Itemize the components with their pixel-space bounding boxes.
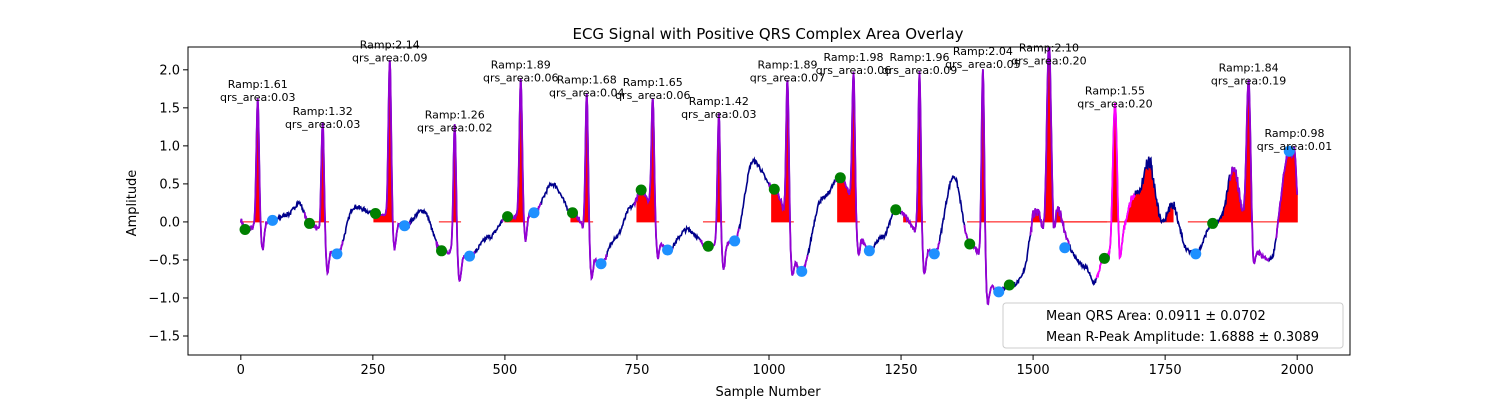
x-tick-label: 1000 xyxy=(752,363,785,378)
y-tick-label: −1.0 xyxy=(148,291,180,306)
qrs-area-fill xyxy=(438,124,462,223)
plot-area: Ramp:1.61qrs_area:0.03Ramp:1.32qrs_area:… xyxy=(220,39,1332,306)
qrs-offset-marker xyxy=(662,244,674,256)
rpeak-amplitude-label: Ramp:1.98 xyxy=(823,51,883,64)
qrs-onset-marker xyxy=(768,183,780,195)
rpeak-amplitude-label: Ramp:0.98 xyxy=(1265,127,1325,140)
qrs-offset-marker xyxy=(863,245,875,257)
rpeak-area-label: qrs_area:0.05 xyxy=(945,58,1020,71)
qrs-offset-marker xyxy=(1283,145,1295,157)
qrs-area-fill xyxy=(967,69,990,223)
rpeak-area-label: qrs_area:0.20 xyxy=(1011,55,1086,68)
qrs-onset-marker xyxy=(702,240,714,252)
rpeak-amplitude-label: Ramp:1.32 xyxy=(293,105,353,118)
rpeak-area-label: qrs_area:0.06 xyxy=(816,64,891,77)
qrs-onset-marker xyxy=(436,245,448,257)
qrs-onset-marker xyxy=(890,204,902,216)
x-tick-label: 1250 xyxy=(884,363,917,378)
rpeak-area-label: qrs_area:0.06 xyxy=(483,71,558,84)
qrs-offset-marker xyxy=(1059,242,1071,254)
rpeak-amplitude-label: Ramp:2.10 xyxy=(1019,42,1079,55)
qrs-onset-marker xyxy=(1098,252,1110,264)
qrs-onset-marker xyxy=(303,217,315,229)
qrs-offset-marker xyxy=(464,250,476,262)
y-axis-label: Amplitude xyxy=(125,170,140,237)
rpeak-area-label: qrs_area:0.03 xyxy=(681,108,756,121)
rpeak-amplitude-label: Ramp:1.61 xyxy=(228,78,288,91)
qrs-onset-marker xyxy=(239,224,251,236)
rpeak-area-label: qrs_area:0.03 xyxy=(285,118,360,131)
legend: Mean QRS Area: 0.0911 ± 0.0702 Mean R-Pe… xyxy=(1002,302,1344,349)
rpeak-amplitude-label: Ramp:1.65 xyxy=(623,76,683,89)
qrs-area-fill xyxy=(570,93,594,223)
rpeak-area-label: qrs_area:0.04 xyxy=(549,87,624,100)
qrs-area-fill xyxy=(702,113,726,223)
qrs-offset-marker xyxy=(267,214,279,226)
qrs-offset-marker xyxy=(331,248,343,260)
rpeak-amplitude-label: Ramp:1.42 xyxy=(689,95,749,108)
rpeak-amplitude-label: Ramp:1.84 xyxy=(1219,62,1279,75)
qrs-onset-marker xyxy=(964,238,976,250)
qrs-offset-marker xyxy=(796,265,808,277)
rpeak-area-label: qrs_area:0.06 xyxy=(615,89,690,102)
qrs-offset-marker xyxy=(399,220,411,232)
x-tick-label: 1750 xyxy=(1149,363,1182,378)
rpeak-amplitude-label: Ramp:1.26 xyxy=(425,109,485,122)
rpeak-area-label: qrs_area:0.03 xyxy=(220,91,295,104)
qrs-segment xyxy=(1029,47,1070,246)
rpeak-amplitude-label: Ramp:1.89 xyxy=(491,58,551,71)
qrs-offset-marker xyxy=(993,286,1005,298)
rpeak-area-label: qrs_area:0.09 xyxy=(882,64,957,77)
rpeak-area-label: qrs_area:0.09 xyxy=(352,52,427,65)
x-tick-label: 750 xyxy=(625,363,650,378)
axis-ticks: 0 250 500 750 1000 1250 1500 1750 2000 −1.5 −1.0 −0… xyxy=(148,63,1313,378)
rpeak-amplitude-label: Ramp:2.14 xyxy=(360,39,420,52)
y-tick-label: 2.0 xyxy=(159,63,180,78)
rpeak-area-label: qrs_area:0.02 xyxy=(417,122,492,135)
qrs-segment xyxy=(1229,79,1270,265)
qrs-area-fill xyxy=(306,122,330,223)
rpeak-amplitude-label: Ramp:1.55 xyxy=(1085,84,1145,97)
y-tick-label: 1.0 xyxy=(159,139,180,154)
y-tick-label: 0.0 xyxy=(159,215,180,230)
qrs-onset-marker xyxy=(1003,279,1015,291)
x-tick-label: 2000 xyxy=(1281,363,1314,378)
qrs-onset-marker xyxy=(1207,217,1219,229)
rpeak-amplitude-label: Ramp:1.89 xyxy=(757,58,817,71)
x-tick-label: 250 xyxy=(360,363,385,378)
qrs-offset-marker xyxy=(528,207,540,219)
qrs-onset-marker xyxy=(834,172,846,184)
legend-entry-r-amplitude: Mean R-Peak Amplitude: 1.6888 ± 0.3089 xyxy=(1046,330,1319,345)
chart-title: ECG Signal with Positive QRS Complex Are… xyxy=(572,25,963,43)
qrs-onset-marker xyxy=(567,207,579,219)
x-tick-label: 500 xyxy=(492,363,517,378)
rpeak-amplitude-label: Ramp:1.96 xyxy=(890,51,950,64)
y-tick-label: 1.5 xyxy=(159,101,180,116)
legend-entry-qrs-area: Mean QRS Area: 0.0911 ± 0.0702 xyxy=(1046,309,1266,324)
y-tick-label: −1.5 xyxy=(148,329,180,344)
rpeak-area-label: qrs_area:0.19 xyxy=(1211,75,1286,88)
x-tick-label: 1500 xyxy=(1017,363,1050,378)
rpeak-area-label: qrs_area:0.01 xyxy=(1257,140,1332,153)
y-tick-label: 0.5 xyxy=(159,177,180,192)
qrs-onset-marker xyxy=(502,211,514,223)
qrs-area-fill xyxy=(903,71,926,223)
rpeak-area-label: qrs_area:0.20 xyxy=(1077,97,1152,110)
rpeak-amplitude-label: Ramp:2.04 xyxy=(953,45,1013,58)
rpeak-amplitude-label: Ramp:1.68 xyxy=(557,74,617,87)
qrs-offset-marker xyxy=(928,248,940,260)
qrs-offset-marker xyxy=(1190,248,1202,260)
x-tick-label: 0 xyxy=(237,363,245,378)
qrs-onset-marker xyxy=(635,184,647,196)
y-tick-label: −0.5 xyxy=(148,253,180,268)
rpeak-area-label: qrs_area:0.07 xyxy=(750,71,825,84)
qrs-offset-marker xyxy=(729,235,741,247)
x-axis-label: Sample Number xyxy=(715,385,821,400)
qrs-offset-marker xyxy=(595,258,607,270)
legend-box xyxy=(1002,302,1344,349)
qrs-onset-marker xyxy=(370,208,382,220)
